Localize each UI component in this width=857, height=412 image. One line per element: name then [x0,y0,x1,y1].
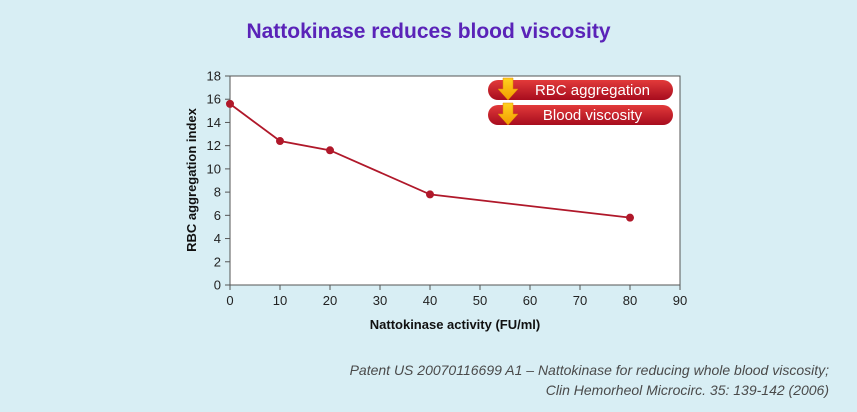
x-tick-label: 60 [523,293,537,308]
x-axis-label: Nattokinase activity (FU/ml) [370,317,541,332]
chart-title: Nattokinase reduces blood viscosity [246,20,611,43]
y-tick-label: 2 [214,254,221,269]
x-tick-label: 20 [323,293,337,308]
down-arrow-icon [497,102,519,126]
x-tick-label: 70 [573,293,587,308]
data-point [626,213,634,222]
source-line-1: Patent US 20070116699 A1 – Nattokinase f… [349,362,829,378]
data-point [326,146,334,155]
source-citation: Patent US 20070116699 A1 – Nattokinase f… [350,360,829,400]
badge-label: RBC aggregation [535,82,650,99]
annotation-badge: RBC aggregation [488,77,673,101]
y-tick-label: 0 [214,278,221,293]
annotation-badge: Blood viscosity [488,102,673,126]
source-line-2: Clin Hemorheol Microcirc. 35: 139-142 (2… [545,382,829,398]
badge-label: Blood viscosity [543,107,643,124]
x-tick-label: 50 [473,293,487,308]
badge-background [488,105,673,125]
y-tick-label: 12 [207,138,221,153]
y-tick-label: 18 [207,69,221,84]
y-tick-label: 8 [214,185,221,200]
x-tick-label: 40 [423,293,437,308]
x-tick-label: 10 [273,293,287,308]
y-tick-label: 6 [214,208,221,223]
x-tick-label: 90 [673,293,687,308]
y-tick-label: 14 [207,115,221,130]
y-axis-label: RBC aggregation index [184,107,199,252]
y-tick-label: 16 [207,92,221,107]
y-tick-label: 4 [214,231,221,246]
y-tick-label: 10 [207,161,221,176]
x-tick-label: 0 [226,293,233,308]
down-arrow-icon [497,77,519,101]
data-point [276,137,284,146]
data-point [426,190,434,199]
badge-background [488,80,673,100]
x-tick-label: 80 [623,293,637,308]
data-point [226,99,234,108]
x-tick-label: 30 [373,293,387,308]
